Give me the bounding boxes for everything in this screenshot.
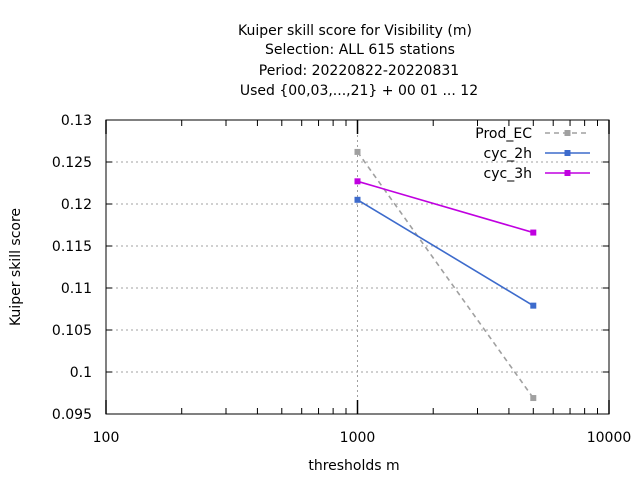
x-tick-label: 1000 [340, 430, 376, 446]
series-layer [354, 148, 537, 402]
title-line-3: Period: 20220822-20220831 [259, 63, 459, 79]
y-tick-label: 0.11 [61, 281, 92, 297]
data-point-cyc_2h [530, 302, 537, 309]
grid [106, 120, 609, 414]
legend: Prod_EC cyc_2h cyc_3h [475, 126, 590, 182]
data-point-cyc_3h [530, 229, 537, 236]
series-line-cyc_2h [357, 199, 534, 307]
x-tick-label: 10000 [587, 430, 632, 446]
legend-label-Prod_EC: Prod_EC [475, 126, 532, 142]
series-line-Prod_EC [356, 151, 534, 399]
series-line-cyc_3h [357, 180, 534, 234]
title-line-2: Selection: ALL 615 stations [265, 42, 455, 58]
data-point-cyc_2h [354, 196, 361, 203]
y-tick-label: 0.13 [61, 113, 92, 129]
x-tick-label: 100 [93, 430, 120, 446]
legend-marker-Prod_EC [564, 130, 571, 136]
legend-label-cyc_2h: cyc_2h [484, 146, 532, 162]
chart-title: Kuiper skill score for Visibility (m) Se… [238, 23, 478, 99]
axis-ticks: 0.095 0.1 0.105 0.11 0.115 0.12 0.125 0.13 100 10… [52, 113, 631, 446]
x-axis-label: thresholds m [308, 458, 399, 474]
title-line-4: Used {00,03,...,21} + 00 01 ... 12 [240, 83, 478, 99]
y-tick-label: 0.095 [52, 407, 92, 423]
data-point-cyc_3h [354, 178, 361, 185]
y-tick-label: 0.125 [52, 155, 92, 171]
legend-marker-cyc_3h [564, 170, 571, 176]
y-tick-label: 0.12 [61, 197, 92, 213]
y-tick-label: 0.105 [52, 323, 92, 339]
y-tick-label: 0.115 [52, 239, 92, 255]
data-point-Prod_EC [354, 148, 361, 155]
data-point-Prod_EC [530, 395, 537, 402]
legend-label-cyc_3h: cyc_3h [484, 166, 532, 182]
y-tick-label: 0.1 [70, 365, 92, 381]
y-axis-label: Kuiper skill score [8, 208, 24, 326]
title-line-1: Kuiper skill score for Visibility (m) [238, 23, 472, 39]
legend-marker-cyc_2h [564, 150, 571, 156]
